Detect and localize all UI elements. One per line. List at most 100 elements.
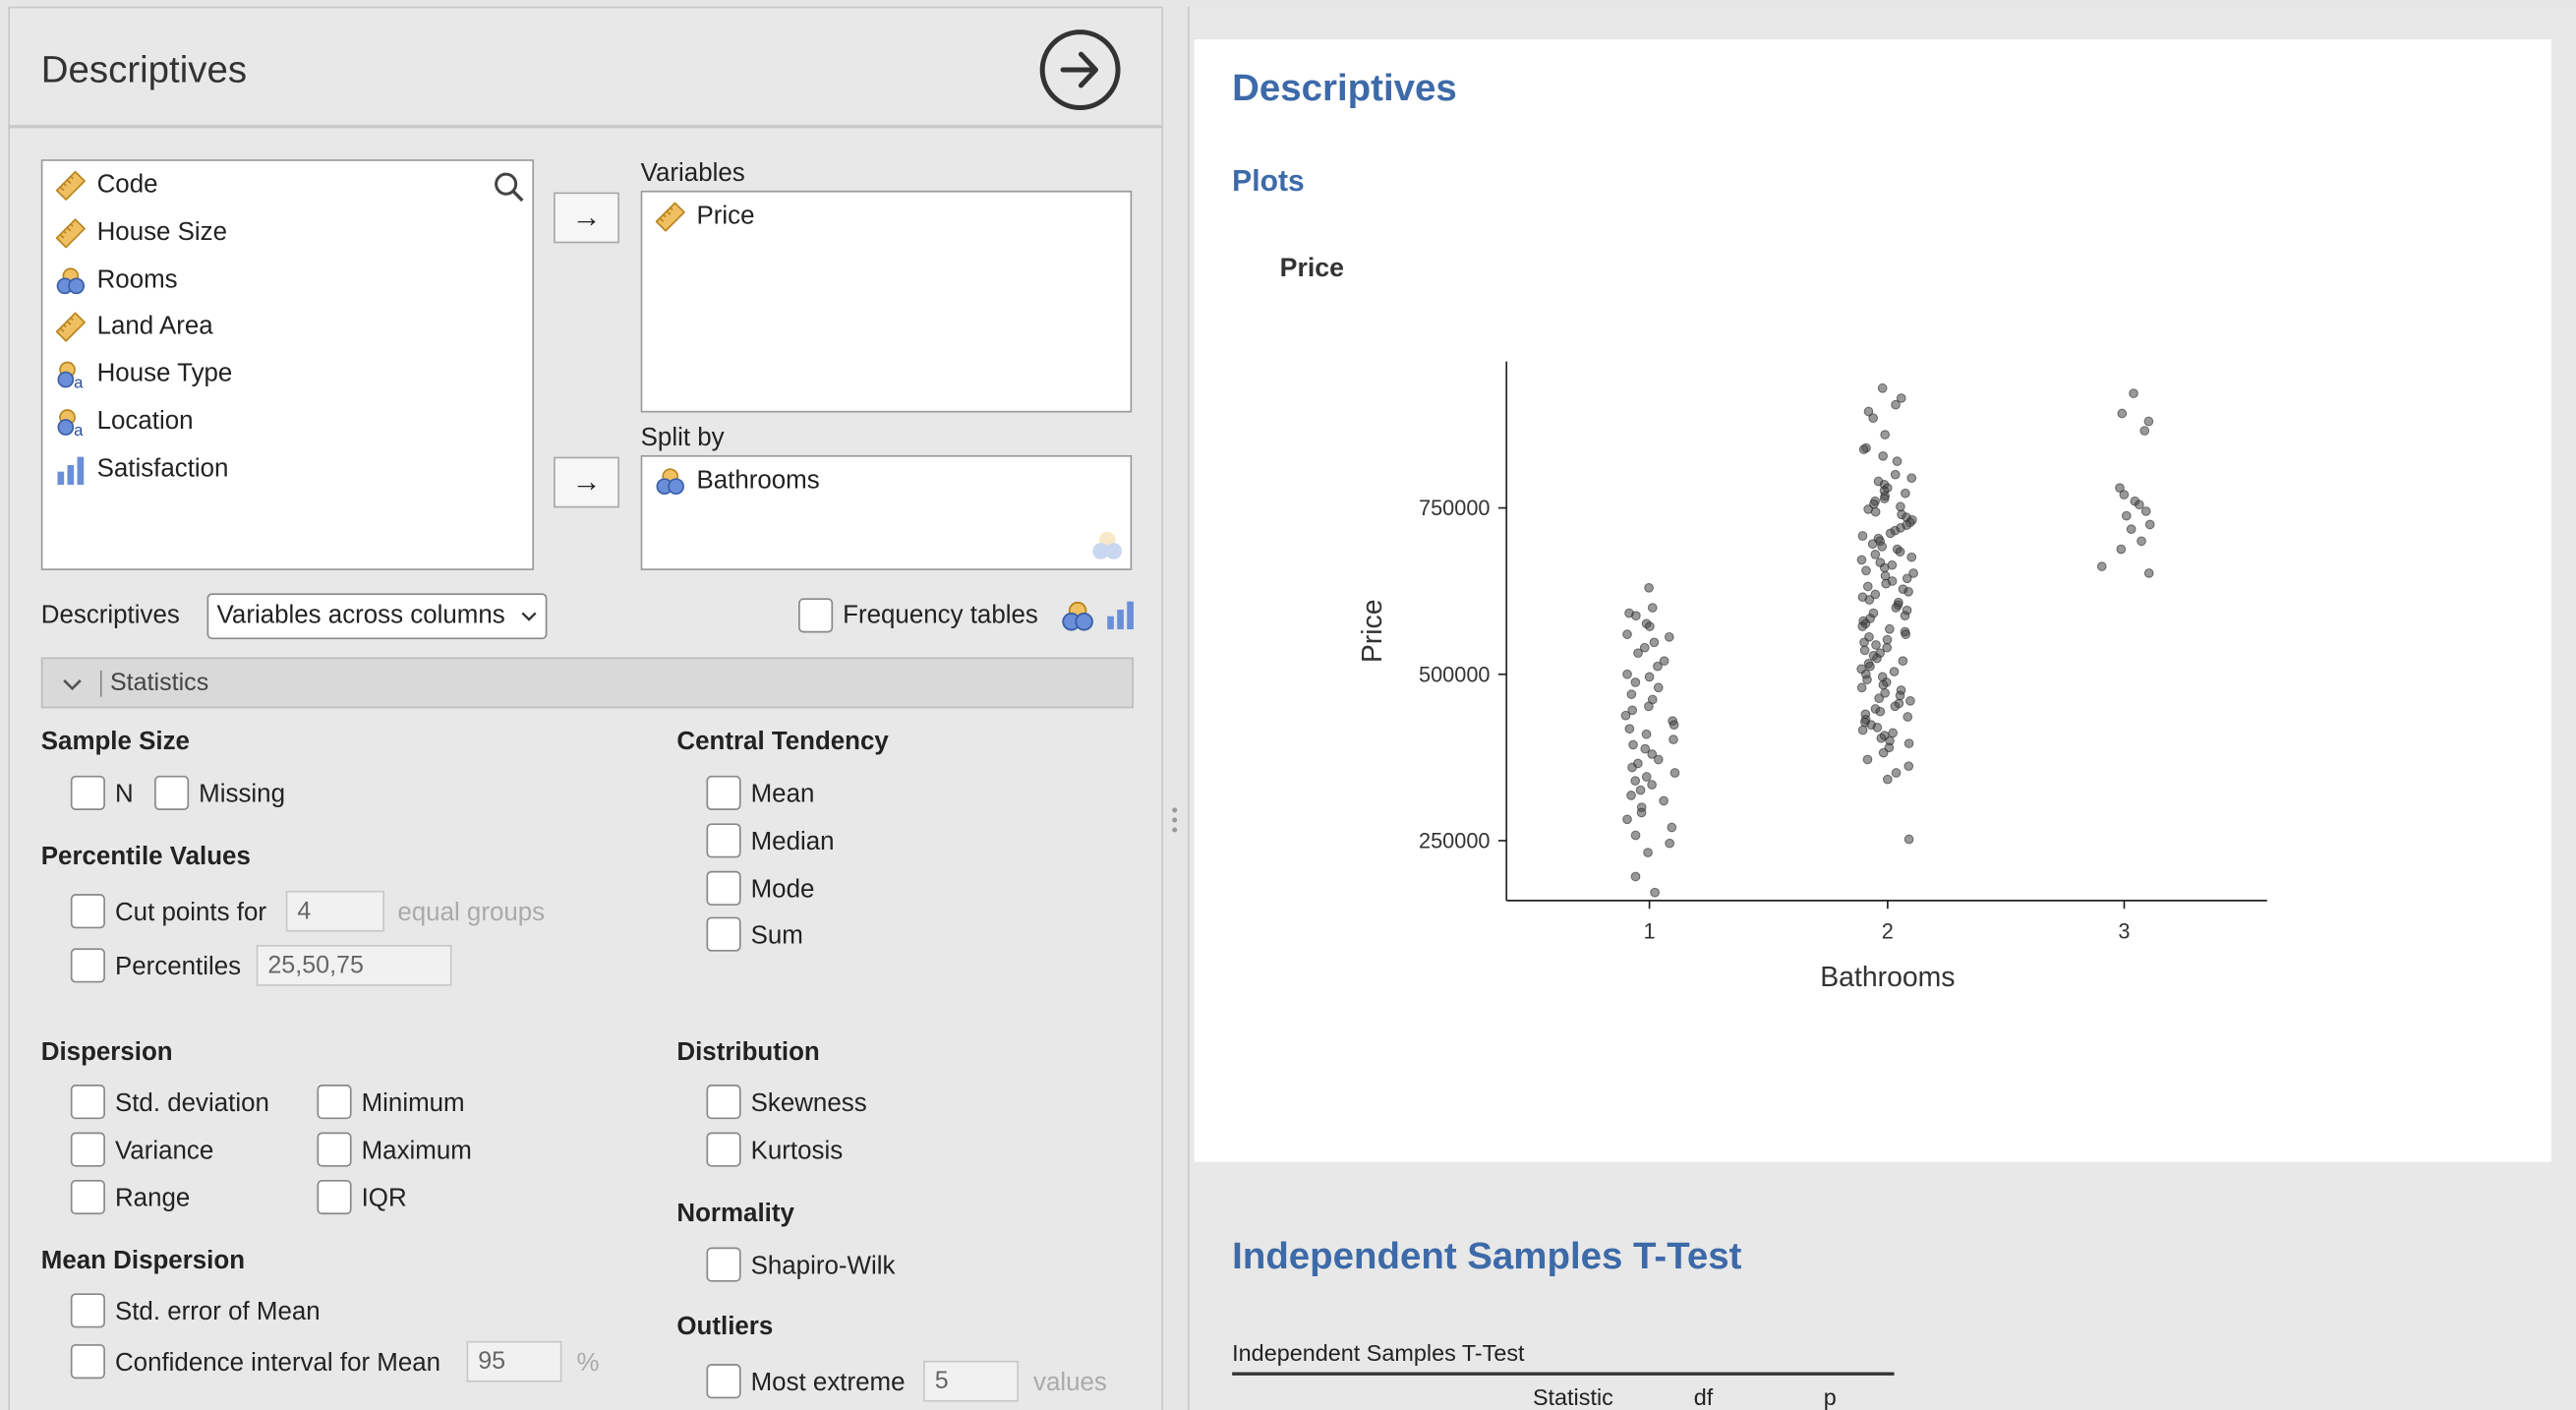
data-point	[1881, 578, 1892, 589]
statistics-section-header[interactable]: Statistics	[40, 657, 1134, 709]
data-point	[1669, 720, 1679, 731]
data-point	[1856, 682, 1867, 693]
data-point	[1622, 814, 1632, 825]
data-point	[1643, 848, 1653, 857]
data-point	[1647, 603, 1658, 613]
data-point	[1872, 653, 1882, 664]
data-point	[2121, 510, 2132, 521]
source-var-item[interactable]: a House Type	[56, 360, 232, 389]
descriptives-layout-select[interactable]: Variables across columns	[206, 593, 548, 640]
n-label: N	[114, 780, 134, 809]
data-point	[1631, 611, 1641, 621]
data-point	[1862, 581, 1873, 592]
source-var-item[interactable]: House Size	[55, 217, 227, 249]
frequency-tables-checkbox[interactable]	[798, 598, 834, 633]
most-extreme-checkbox[interactable]	[706, 1364, 741, 1399]
data-point	[1647, 749, 1658, 759]
std-deviation-checkbox[interactable]	[70, 1085, 105, 1120]
data-point	[1870, 506, 1881, 517]
data-point	[1903, 834, 1914, 845]
x-tick-label: 2	[1882, 918, 1894, 943]
kurtosis-checkbox[interactable]	[706, 1132, 741, 1167]
variables-target-list[interactable]: Price	[640, 190, 1133, 413]
source-var-item[interactable]: Code	[55, 170, 158, 201]
data-point	[2119, 490, 2130, 499]
search-icon[interactable]	[493, 171, 525, 204]
source-variable-list[interactable]: Code House Size Rooms Land Area a House Type a…	[40, 159, 535, 570]
missing-checkbox[interactable]	[154, 775, 190, 810]
run-arrow-icon[interactable]	[1039, 29, 1121, 110]
data-point	[2137, 536, 2146, 547]
data-point	[1620, 710, 1631, 721]
x-tick-label: 1	[1644, 918, 1656, 943]
std-error-label: Std. error of Mean	[114, 1298, 321, 1326]
splitter-handle[interactable]	[1171, 805, 1178, 842]
source-var-item[interactable]: Rooms	[56, 265, 178, 295]
price-by-bathrooms-chart: 250000 500000 750000 1 2 3 Bathrooms Price	[1357, 361, 2267, 993]
ruler-icon	[55, 217, 86, 249]
data-point	[1890, 701, 1901, 712]
variance-checkbox[interactable]	[70, 1132, 105, 1167]
statistics-section-title: Statistics	[109, 669, 209, 697]
sample-size-heading: Sample Size	[40, 728, 190, 756]
skewness-checkbox[interactable]	[706, 1085, 741, 1120]
data-point	[1906, 552, 1917, 562]
splitby-target-list[interactable]: Bathrooms	[640, 454, 1133, 570]
data-point	[1903, 761, 1914, 772]
panel-title: Descriptives	[40, 47, 248, 90]
data-point	[1903, 712, 1913, 722]
source-var-item[interactable]: Satisfaction	[56, 455, 229, 485]
maximum-checkbox[interactable]	[317, 1132, 352, 1167]
move-to-splitby-button[interactable]: →	[554, 456, 619, 508]
minimum-checkbox[interactable]	[317, 1085, 352, 1120]
data-point	[1883, 774, 1893, 785]
confidence-interval-checkbox[interactable]	[70, 1344, 105, 1380]
most-extreme-input[interactable]: 5	[923, 1360, 1019, 1402]
mean-checkbox[interactable]	[706, 775, 741, 810]
data-point	[1630, 830, 1641, 841]
data-point	[1903, 586, 1913, 597]
percentiles-checkbox[interactable]	[70, 948, 105, 983]
svg-text:a: a	[74, 421, 84, 438]
data-point	[1877, 542, 1888, 552]
ttest-table-rule	[1232, 1372, 1895, 1376]
data-point	[1626, 791, 1636, 800]
data-point	[1669, 734, 1678, 744]
source-var-item[interactable]: a Location	[56, 407, 194, 438]
median-checkbox[interactable]	[706, 823, 741, 858]
variables-item-price[interactable]: Price	[696, 202, 755, 230]
plots-heading: Plots	[1232, 164, 1305, 198]
source-var-item[interactable]: Land Area	[55, 313, 213, 343]
data-point	[1641, 729, 1652, 739]
move-to-variables-button[interactable]: →	[554, 192, 619, 244]
data-point	[1647, 780, 1657, 790]
cut-points-checkbox[interactable]	[70, 894, 105, 929]
data-point	[1859, 637, 1869, 648]
data-point	[2126, 524, 2137, 535]
confidence-interval-input[interactable]: 95	[466, 1340, 562, 1382]
splitby-item-bathrooms[interactable]: Bathrooms	[696, 466, 820, 496]
percentiles-input[interactable]: 25,50,75	[256, 944, 452, 986]
data-point	[1895, 690, 1905, 701]
data-point	[1903, 738, 1914, 748]
data-point	[1645, 621, 1655, 631]
sum-checkbox[interactable]	[706, 916, 741, 952]
nominal-circles-icon	[656, 468, 684, 496]
n-checkbox[interactable]	[70, 775, 105, 810]
nominal-circles-icon	[1062, 601, 1093, 631]
mode-checkbox[interactable]	[706, 870, 741, 906]
outliers-heading: Outliers	[676, 1313, 774, 1341]
range-checkbox[interactable]	[70, 1179, 105, 1215]
data-point	[1885, 528, 1896, 539]
percentiles-label: Percentiles	[114, 953, 242, 981]
data-point	[1865, 661, 1875, 672]
data-point	[1633, 648, 1643, 659]
std-error-checkbox[interactable]	[70, 1293, 105, 1328]
data-point	[1896, 501, 1905, 512]
chevron-down-icon	[521, 612, 537, 621]
data-point	[1901, 488, 1910, 499]
iqr-checkbox[interactable]	[317, 1179, 352, 1215]
data-point	[1879, 494, 1890, 503]
cut-points-input[interactable]: 4	[285, 890, 384, 932]
shapiro-wilk-checkbox[interactable]	[706, 1247, 741, 1282]
